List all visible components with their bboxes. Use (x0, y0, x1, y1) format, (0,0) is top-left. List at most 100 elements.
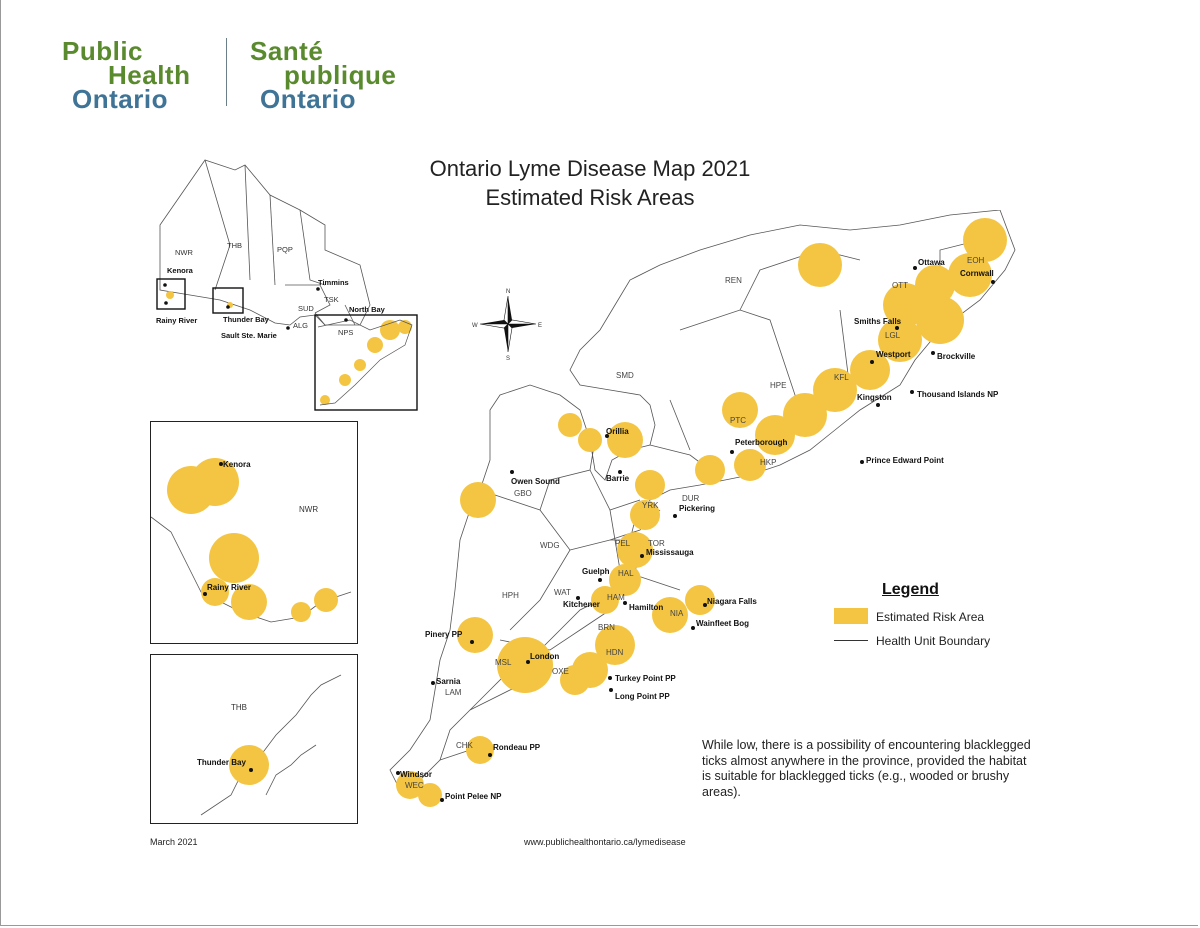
unit-label-tor: TOR (648, 539, 665, 548)
logo-en-line3: Ontario (72, 84, 168, 114)
thunder-bay-inset-marker (212, 287, 244, 314)
overview-place-labels: Kenora Rainy River Thunder Bay Timmins N… (156, 266, 386, 340)
unit-label-hkp: HKP (760, 458, 776, 467)
compass-n: N (506, 289, 510, 295)
place-london: London (530, 652, 559, 661)
main-risk-areas (396, 218, 1007, 807)
compass-s: S (506, 356, 510, 362)
place-long-point: Long Point PP (615, 692, 670, 701)
map-subtitle: Estimated Risk Areas (485, 185, 695, 210)
overview-label-nwr: NWR (175, 248, 193, 257)
compass-w: W (472, 323, 478, 329)
overview-place-sault-ste-marie: Sault Ste. Marie (221, 331, 277, 340)
map-title: Ontario Lyme Disease Map 2021 (429, 156, 751, 181)
unit-label-wec: WEC (405, 781, 424, 790)
place-pinery-pp: Pinery PP (425, 630, 463, 639)
main-place-labels: Ottawa Cornwall Smiths Falls Westport Br… (400, 258, 999, 801)
unit-label-kfl: KFL (834, 373, 849, 382)
place-sarnia: Sarnia (436, 677, 461, 686)
place-prince-edward-point: Prince Edward Point (866, 456, 944, 465)
unit-label-wdg: WDG (540, 541, 560, 550)
unit-label-oxe: OXE (552, 667, 569, 676)
place-hamilton: Hamilton (629, 603, 663, 612)
logo-en-line1: Public (62, 36, 144, 66)
thunder-bay-inset-map: THB Thunder Bay (197, 674, 342, 816)
unit-label-hpe: HPE (770, 381, 786, 390)
overview-place-rainy-river: Rainy River (156, 316, 197, 325)
overview-map: NWR THB PQP SUD TSK ALG NPS Kenora Rainy… (156, 159, 418, 411)
unit-label-brn: BRN (598, 623, 615, 632)
unit-label-pel: PEL (615, 539, 631, 548)
unit-label-dur: DUR (682, 494, 700, 503)
kenora-inset: NWR Kenora Rainy River (150, 421, 358, 644)
unit-label-yrk: YRK (642, 501, 659, 510)
unit-label-chk: CHK (456, 741, 474, 750)
publication-date: March 2021 (150, 837, 198, 847)
main-unit-labels: REN EOH OTT LGL KFL HPE HKP PTC SMD GBO … (405, 256, 985, 790)
place-peterborough: Peterborough (735, 438, 788, 447)
unit-label-hph: HPH (502, 591, 519, 600)
place-kingston: Kingston (857, 393, 892, 402)
legend-boundary-label: Health Unit Boundary (876, 634, 991, 648)
thunder-bay-label-thb: THB (231, 703, 247, 712)
logo-en-line2: Health (108, 60, 191, 90)
overview-place-kenora: Kenora (167, 266, 194, 275)
place-westport: Westport (876, 350, 911, 359)
logo-fr-line1: Santé (250, 36, 324, 66)
compass-e: E (538, 323, 542, 329)
unit-label-gbo: GBO (514, 489, 532, 498)
place-ottawa: Ottawa (918, 258, 945, 267)
kenora-place-kenora: Kenora (223, 460, 251, 469)
unit-label-msl: MSL (495, 658, 512, 667)
main-points (396, 266, 995, 802)
unit-label-ren: REN (725, 276, 742, 285)
place-cornwall: Cornwall (960, 269, 994, 278)
overview-label-pqp: PQP (277, 245, 293, 254)
overview-label-thb: THB (227, 241, 242, 250)
place-turkey-point: Turkey Point PP (615, 674, 676, 683)
overview-unit-labels: NWR THB PQP SUD TSK ALG NPS (175, 241, 353, 337)
overview-label-tsk: TSK (324, 295, 339, 304)
legend-title: Legend (882, 581, 939, 598)
legend-boundary-line (834, 640, 868, 641)
south-ontario-marker (314, 314, 418, 411)
unit-label-eoh: EOH (967, 256, 985, 265)
overview-points (163, 283, 348, 330)
place-orillia: Orillia (606, 427, 629, 436)
thunder-bay-inset: THB Thunder Bay (150, 654, 358, 824)
place-guelph: Guelph (582, 567, 610, 576)
place-barrie: Barrie (606, 474, 630, 483)
place-rondeau-pp: Rondeau PP (493, 743, 541, 752)
unit-label-ham: HAM (607, 593, 625, 602)
logo-fr-line3: Ontario (260, 84, 356, 114)
unit-label-wat: WAT (554, 588, 571, 597)
thunder-bay-place: Thunder Bay (197, 758, 246, 767)
overview-label-alg: ALG (293, 321, 308, 330)
kenora-inset-map: NWR Kenora Rainy River (150, 458, 352, 623)
kenora-inset-marker (156, 278, 186, 310)
logo-fr-line2: publique (284, 60, 397, 90)
unit-label-lgl: LGL (885, 331, 901, 340)
place-thousand-islands: Thousand Islands NP (917, 390, 999, 399)
kenora-risk-areas (167, 458, 338, 622)
place-mississauga: Mississauga (646, 548, 694, 557)
kenora-label-nwr: NWR (299, 505, 318, 514)
source-url: www.publichealthontario.ca/lymedisease (524, 837, 686, 847)
place-kitchener: Kitchener (563, 600, 600, 609)
overview-place-north-bay: North Bay (349, 305, 386, 314)
unit-label-ott: OTT (892, 281, 908, 290)
place-wainfleet-bog: Wainfleet Bog (696, 619, 749, 628)
overview-label-nps: NPS (338, 328, 353, 337)
overview-south-boundaries (317, 319, 413, 406)
unit-label-smd-north: SMD (616, 371, 634, 380)
logo-divider (226, 38, 227, 106)
place-owen-sound: Owen Sound (511, 477, 560, 486)
place-brockville: Brockville (937, 352, 976, 361)
risk-note: While low, there is a possibility of enc… (702, 738, 1031, 799)
overview-place-timmins: Timmins (318, 278, 349, 287)
unit-label-hdn: HDN (606, 648, 624, 657)
unit-label-nia: NIA (670, 609, 684, 618)
unit-label-ptc: PTC (730, 416, 746, 425)
main-map: REN EOH OTT LGL KFL HPE HKP PTC SMD GBO … (389, 210, 1016, 807)
